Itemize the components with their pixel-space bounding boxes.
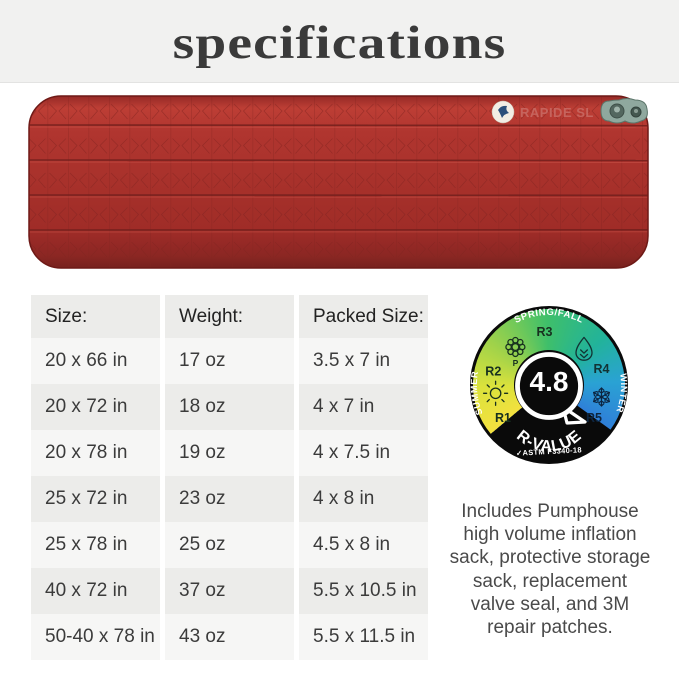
- svg-text:RAPIDE SL: RAPIDE SL: [520, 105, 594, 120]
